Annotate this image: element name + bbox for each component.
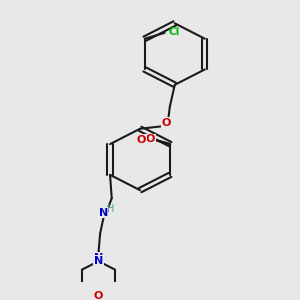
Text: O: O [146,134,155,144]
Text: methoxy: methoxy [137,138,143,139]
Text: O: O [136,135,146,145]
Text: H: H [107,204,114,214]
Text: Cl: Cl [169,27,180,37]
Text: N: N [99,208,108,218]
Text: O: O [94,291,103,300]
Text: O: O [162,118,171,128]
Text: N: N [94,256,103,266]
Text: N: N [94,253,103,263]
